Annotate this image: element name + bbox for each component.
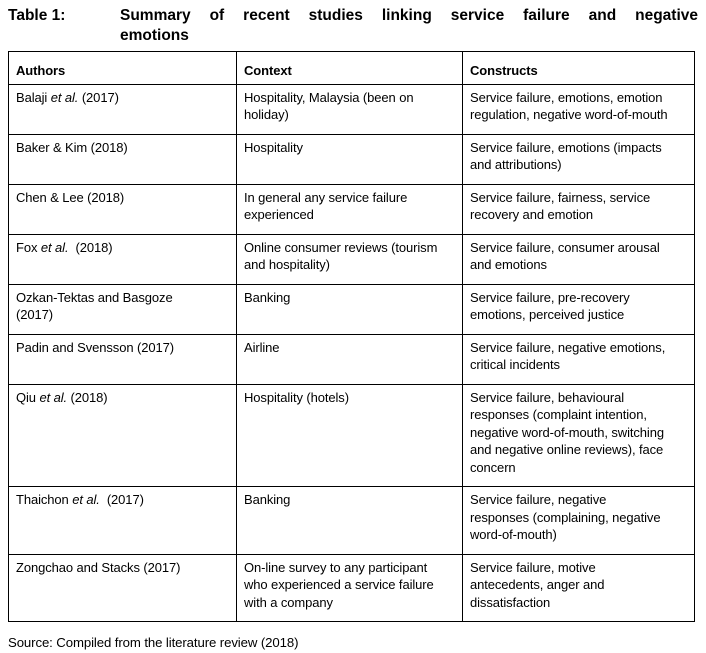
table-row: Padin and Svensson (2017) Airline Service …	[8, 333, 695, 385]
constructs-cell: Service failure, emotions (impacts and a…	[462, 133, 695, 185]
constructs-cell: Service failure, consumer arousal and em…	[462, 233, 695, 285]
column-header-constructs: Constructs	[462, 51, 695, 85]
author-segment: Qiu	[16, 389, 40, 405]
table-caption-line-1: Summary of recent studies linking servic…	[120, 7, 698, 24]
table-row: Balaji et al. (2017) Hospitality, Malaysi…	[8, 83, 695, 135]
author-segment: Thaichon	[16, 492, 73, 507]
author-segment: (2017)	[78, 89, 119, 105]
table-row: Ozkan-Tektas and Basgoze (2017) Banking Se…	[8, 283, 695, 335]
context-cell: On-line survey to any participant who ex…	[236, 553, 463, 622]
author-cell: Chen & Lee (2018)	[8, 183, 237, 235]
context-cell: Airline	[236, 333, 463, 385]
context-cell: Online consumer reviews (tourism and hos…	[236, 233, 463, 285]
table-caption: Table 1: Summary of recent studies linki…	[8, 6, 698, 45]
author-segment: (2017)	[99, 492, 144, 507]
constructs-cell: Service failure, negative emotions, crit…	[462, 333, 695, 385]
author-italic-segment: et al.	[40, 239, 69, 255]
author-cell: Qiu et al. (2018)	[8, 383, 237, 487]
author-cell: Thaichon et al. (2017)	[8, 486, 237, 555]
context-cell: In general any service failure experienc…	[236, 183, 463, 235]
context-cell: Hospitality, Malaysia (been on holiday)	[236, 83, 463, 135]
author-cell: Padin and Svensson (2017)	[8, 333, 237, 385]
constructs-cell: Service failure, motive antecedents, ang…	[462, 553, 695, 622]
author-segment: Baker & Kim (2018)	[16, 139, 128, 155]
studies-table: Authors Context Constructs Balaji et al.…	[8, 51, 695, 622]
table-row: Fox et al. (2018) Online consumer reviews…	[8, 233, 695, 285]
table-row: Chen & Lee (2018) In general any service …	[8, 183, 695, 235]
column-header-authors: Authors	[8, 51, 237, 85]
author-segment: Fox	[16, 239, 41, 255]
table-row: Thaichon et al. (2017) Banking Service fai…	[8, 486, 695, 555]
author-segment: (2018)	[68, 239, 113, 255]
author-italic-segment: et al.	[72, 492, 100, 507]
constructs-cell: Service failure, emotions, emotion regul…	[462, 83, 695, 135]
author-segment: Padin and Svensson (2017)	[16, 339, 174, 355]
source-note: Source: Compiled from the literature rev…	[8, 635, 299, 650]
author-cell: Zongchao and Stacks (2017)	[8, 553, 237, 622]
author-italic-segment: et al.	[50, 89, 79, 105]
author-cell: Baker & Kim (2018)	[8, 133, 237, 185]
table-row: Zongchao and Stacks (2017) On-line survey…	[8, 553, 695, 622]
author-segment: Balaji	[16, 89, 51, 105]
table-caption-text: Summary of recent studies linking servic…	[120, 6, 698, 45]
author-cell: Balaji et al. (2017)	[8, 83, 237, 135]
context-cell: Hospitality	[236, 133, 463, 185]
header-row: Authors Context Constructs	[8, 51, 695, 85]
column-header-context: Context	[236, 51, 463, 85]
author-cell: Ozkan-Tektas and Basgoze (2017)	[8, 283, 237, 335]
constructs-cell: Service failure, behavioural responses (…	[462, 383, 695, 487]
author-italic-segment: et al.	[39, 389, 68, 405]
author-cell: Fox et al. (2018)	[8, 233, 237, 285]
constructs-cell: Service failure, fairness, service recov…	[462, 183, 695, 235]
author-segment: (2018)	[67, 389, 108, 405]
context-cell: Hospitality (hotels)	[236, 383, 463, 487]
table-caption-label: Table 1:	[8, 7, 66, 24]
context-cell: Banking	[236, 283, 463, 335]
table-caption-line-2: emotions	[120, 26, 189, 44]
constructs-cell: Service failure, negative responses (com…	[462, 486, 695, 555]
author-segment: Chen & Lee (2018)	[16, 189, 125, 205]
context-cell: Banking	[236, 486, 463, 555]
table-row: Qiu et al. (2018) Hospitality (hotels) Ser…	[8, 383, 695, 487]
table-row: Baker & Kim (2018) Hospitality Service fai…	[8, 133, 695, 185]
author-segment: Ozkan-Tektas and Basgoze (2017)	[16, 289, 173, 323]
constructs-cell: Service failure, pre-recovery emotions, …	[462, 283, 695, 335]
author-segment: Zongchao and Stacks (2017)	[16, 559, 181, 575]
